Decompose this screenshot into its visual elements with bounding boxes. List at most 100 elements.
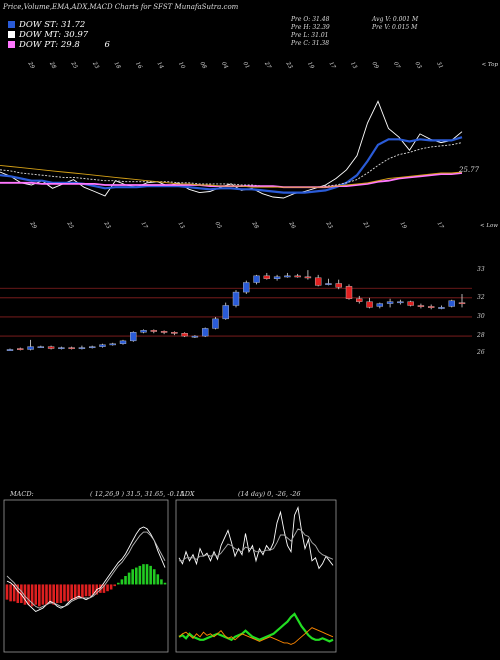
candle-body: [160, 331, 168, 333]
price-date-tick-label: 13: [177, 221, 186, 230]
macd-histogram-bar: [99, 584, 102, 593]
macd-histogram-bar: [41, 584, 45, 605]
price-date-tick-label: 17: [436, 221, 445, 230]
ema-date-tick-label: 14: [156, 61, 165, 70]
legend-swatch-icon: [8, 31, 15, 38]
candle-body: [325, 283, 332, 285]
macd-histogram-bar: [23, 584, 27, 605]
price-date-tick-label: 29: [28, 220, 37, 230]
candle-body: [438, 307, 445, 309]
adx-params: (14 day) 0, -26, -26: [238, 490, 301, 498]
candle-body: [335, 283, 342, 288]
macd-histogram-bar: [91, 584, 95, 595]
adx-line: [179, 528, 334, 562]
candle-body: [427, 306, 435, 308]
adx-title: ADX: [180, 490, 195, 498]
candle-body: [68, 347, 75, 349]
candle-body: [17, 348, 24, 350]
price-tick-label: 28: [476, 332, 485, 339]
macd-histogram-bar: [145, 564, 149, 585]
macd-histogram-bar: [66, 584, 70, 602]
candle-body: [212, 318, 219, 329]
ema-series-line: [0, 172, 463, 189]
candle-body: [109, 343, 116, 346]
macd-histogram-bar: [59, 584, 63, 604]
ema-price-label: 25.77: [458, 166, 480, 174]
candle-body: [201, 328, 209, 337]
ema-date-tick-label: 31: [435, 61, 444, 70]
candle-body: [448, 300, 455, 307]
candle-body: [58, 347, 65, 349]
ema-top-label: < Top: [482, 62, 499, 68]
price-date-tick-label: 23: [102, 220, 111, 230]
macd-histogram-bar: [134, 567, 138, 585]
candle-body: [314, 277, 322, 286]
legend-dow-st: DOW ST: 31.72: [8, 20, 85, 30]
macd-params: ( 12,26,9 ) 31.5, 31.65, -0.15: [90, 490, 185, 498]
macd-histogram-bar: [63, 584, 66, 602]
chart-title: Price,Volume,EMA,ADX,MACD Charts for SFS…: [3, 3, 239, 11]
ema-series-line: [0, 142, 463, 188]
ema-series-line: [0, 164, 463, 188]
macd-histogram-bar: [45, 584, 48, 605]
candle-body: [140, 330, 147, 333]
candle-body: [222, 305, 229, 320]
macd-histogram-bar: [84, 584, 88, 597]
candle-body: [99, 344, 106, 347]
candle-body: [119, 340, 127, 344]
candle-body: [304, 276, 312, 279]
ema-date-tick-label: 18: [113, 61, 122, 70]
candle-body: [78, 347, 86, 349]
prev-high: Pre H: 32.39: [291, 24, 330, 31]
candle-body: [181, 333, 188, 337]
macd-histogram-bar: [102, 584, 106, 593]
avg-volume: Avg V: 0.001 M: [372, 16, 419, 23]
candle-body: [284, 275, 291, 278]
price-date-tick-label: 25: [65, 220, 74, 230]
price-tick-label: 32: [477, 294, 485, 301]
candle-body: [171, 332, 178, 334]
price-date-tick-label: 05: [214, 221, 223, 230]
ema-date-tick-label: 07: [392, 61, 401, 70]
macd-histogram-bar: [81, 584, 84, 598]
macd-histogram-bar: [77, 584, 81, 598]
macd-histogram-bar: [20, 584, 23, 604]
macd-histogram-bar: [113, 584, 117, 587]
price-date-tick-label: 23: [324, 220, 333, 230]
macd-histogram-bar: [160, 579, 163, 585]
macd-histogram-bar: [120, 579, 124, 585]
candle-body: [407, 301, 414, 306]
macd-histogram-bar: [55, 584, 59, 604]
candle-body: [150, 330, 158, 332]
ema-date-tick-label: 27: [263, 60, 272, 70]
ema-date-tick-label: 08: [199, 61, 208, 70]
candle-body: [47, 346, 55, 349]
ema-date-tick-label: 17: [328, 61, 337, 70]
macd-histogram-bar: [70, 584, 73, 600]
macd-histogram-bar: [156, 574, 160, 585]
candle-body: [345, 286, 353, 299]
ema-date-tick-label: 23: [284, 60, 293, 70]
candle-body: [6, 349, 14, 351]
ema-date-tick-label: 09: [371, 61, 380, 70]
price-date-tick-label: 28: [250, 220, 259, 230]
macd-histogram-bar: [152, 569, 156, 585]
ema-date-tick-label: 16: [134, 61, 143, 70]
macd-histogram-bar: [12, 584, 16, 602]
macd-histogram-bar: [5, 584, 9, 600]
adx-line: [178, 627, 334, 645]
macd-histogram-bar: [109, 584, 113, 590]
candle-body: [366, 301, 373, 308]
candle-body: [27, 346, 34, 350]
legend-swatch-icon: [8, 41, 15, 48]
candle-body: [273, 276, 281, 279]
macd-histogram-bar: [38, 584, 41, 607]
ema-date-tick-label: 29: [26, 60, 35, 70]
prev-close: Pre C: 31.38: [291, 40, 330, 47]
candle-body: [37, 346, 45, 349]
candle-body: [232, 291, 240, 306]
candle-body: [88, 346, 96, 349]
macd-histogram-bar: [106, 584, 109, 592]
price-date-tick-label: 26: [287, 220, 296, 230]
price-tick-label: 33: [477, 266, 485, 273]
